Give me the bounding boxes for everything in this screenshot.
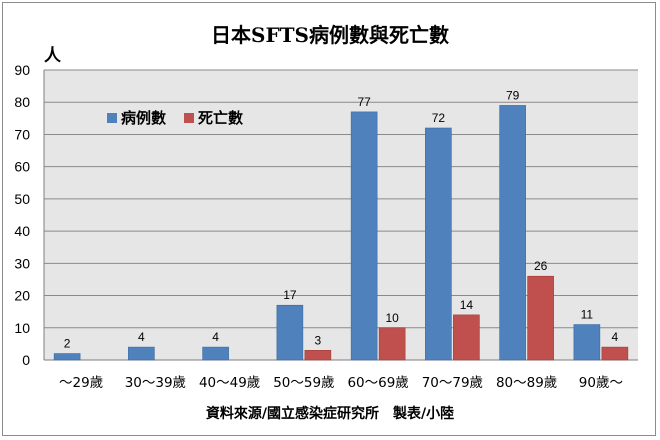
chart-title: 日本SFTS病例數與死亡數 bbox=[211, 23, 449, 47]
y-tick-label: 10 bbox=[14, 320, 30, 336]
bar-deaths bbox=[601, 346, 629, 361]
y-tick-label: 90 bbox=[14, 62, 30, 78]
x-tick-label: 70～79歲 bbox=[422, 375, 483, 391]
y-tick-label: 50 bbox=[14, 191, 30, 207]
bars bbox=[53, 105, 629, 361]
bar-cases bbox=[350, 111, 378, 361]
data-label: 4 bbox=[612, 330, 619, 344]
x-tick-label: 30～39歲 bbox=[125, 375, 186, 391]
y-tick-label: 80 bbox=[14, 94, 30, 110]
data-label: 79 bbox=[506, 88, 520, 102]
data-label: 14 bbox=[460, 298, 474, 312]
bar-cases bbox=[573, 324, 601, 361]
y-tick-label: 60 bbox=[14, 159, 30, 175]
bar-cases bbox=[276, 304, 304, 361]
bar-deaths bbox=[304, 350, 332, 361]
y-tick-label: 0 bbox=[22, 352, 30, 368]
data-label: 77 bbox=[357, 95, 371, 109]
legend: 病例數 死亡數 bbox=[107, 109, 243, 127]
x-tick-label: ～29歲 bbox=[59, 375, 103, 391]
data-label: 3 bbox=[315, 333, 322, 347]
x-tick-label: 90歲～ bbox=[579, 375, 623, 391]
data-label: 26 bbox=[534, 259, 548, 273]
source-note: 資料來源/國立感染症研究所 製表/小陸 bbox=[206, 405, 454, 422]
bar-deaths bbox=[453, 314, 480, 361]
bar-cases bbox=[425, 127, 452, 361]
y-tick-label: 70 bbox=[14, 126, 30, 142]
x-tick-label: 60～69歲 bbox=[347, 375, 408, 391]
data-label: 2 bbox=[64, 337, 71, 351]
legend-label-cases: 病例數 bbox=[121, 109, 166, 127]
data-label: 72 bbox=[432, 111, 446, 125]
data-label: 4 bbox=[212, 330, 219, 344]
legend-label-deaths: 死亡數 bbox=[198, 109, 243, 127]
data-label: 10 bbox=[385, 311, 399, 325]
legend-swatch-cases bbox=[107, 113, 117, 123]
data-labels: 2 4 4 17 3 77 10 72 14 79 26 11 4 bbox=[64, 88, 619, 350]
y-tick-label: 40 bbox=[14, 223, 30, 239]
x-tick-label: 50～59歲 bbox=[273, 375, 334, 391]
y-axis-ticks: 0 10 20 30 40 50 60 70 80 90 bbox=[14, 62, 30, 368]
x-tick-label: 80～89歲 bbox=[496, 375, 557, 391]
bar-cases bbox=[53, 353, 81, 361]
bar-deaths bbox=[527, 275, 554, 361]
y-axis-unit: 人 bbox=[44, 46, 62, 66]
y-tick-label: 30 bbox=[14, 255, 30, 271]
bar-cases bbox=[499, 105, 526, 361]
bar-cases bbox=[202, 346, 229, 361]
legend-swatch-deaths bbox=[184, 113, 194, 123]
bar-deaths bbox=[378, 327, 406, 361]
y-tick-label: 20 bbox=[14, 288, 30, 304]
x-tick-label: 40～49歲 bbox=[199, 375, 260, 391]
bar-cases bbox=[128, 346, 155, 361]
x-axis-ticks: ～29歲 30～39歲 40～49歲 50～59歲 60～69歲 70～79歲 80～89歲… bbox=[59, 375, 623, 391]
data-label: 11 bbox=[581, 308, 594, 322]
data-label: 17 bbox=[283, 288, 297, 302]
data-label: 4 bbox=[138, 330, 145, 344]
